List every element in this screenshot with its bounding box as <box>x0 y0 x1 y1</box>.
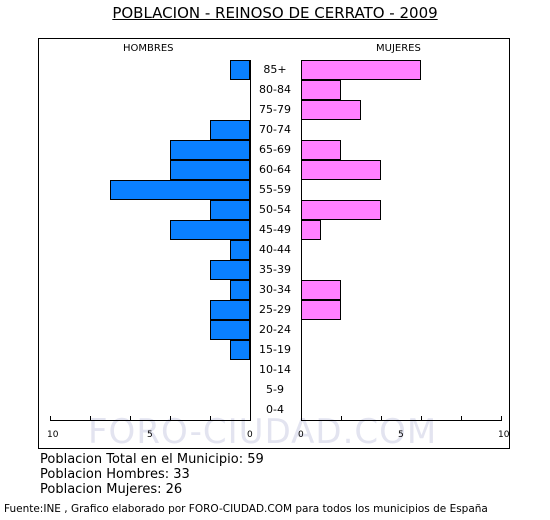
x-tick <box>130 416 131 421</box>
hombres-bar <box>210 200 250 220</box>
x-tick <box>210 416 211 421</box>
x-tick <box>90 416 91 421</box>
mujeres-label: MUJERES <box>376 43 421 54</box>
mujeres-bar <box>301 300 341 320</box>
watermark: FORO-CIUDAD.COM <box>88 412 438 452</box>
mujeres-bar <box>301 80 341 100</box>
age-label: 10-14 <box>259 363 291 376</box>
hombres-bar <box>110 180 250 200</box>
age-label: 60-64 <box>259 163 291 176</box>
stat-total: Poblacion Total en el Municipio: 59 <box>40 452 264 467</box>
mujeres-bar <box>301 220 321 240</box>
x-tick <box>301 416 302 421</box>
x-tick <box>250 416 251 421</box>
hombres-bar <box>170 220 250 240</box>
age-label: 30-34 <box>259 283 291 296</box>
age-label: 65-69 <box>259 143 291 156</box>
hombres-bar <box>210 300 250 320</box>
stat-hombres: Poblacion Hombres: 33 <box>40 467 190 482</box>
age-label: 75-79 <box>259 103 291 116</box>
x-tick <box>421 416 422 421</box>
age-label: 40-44 <box>259 243 291 256</box>
hombres-bar <box>230 340 250 360</box>
age-label: 55-59 <box>259 183 291 196</box>
age-label: 15-19 <box>259 343 291 356</box>
stat-mujeres: Poblacion Mujeres: 26 <box>40 482 183 497</box>
source-footer: Fuente:INE , Grafico elaborado por FORO-… <box>4 503 488 515</box>
age-label: 0-4 <box>266 403 284 416</box>
right-zero-line <box>301 60 302 420</box>
x-tick-label: 10 <box>47 430 59 440</box>
hombres-bar <box>170 160 250 180</box>
x-tick-label: 5 <box>147 430 153 440</box>
left-zero-line <box>250 60 251 420</box>
age-label: 45-49 <box>259 223 291 236</box>
age-label: 35-39 <box>259 263 291 276</box>
mujeres-bar <box>301 60 421 80</box>
x-tick <box>381 416 382 421</box>
x-tick <box>341 416 342 421</box>
hombres-bar <box>170 140 250 160</box>
stats-block: Poblacion Total en el Municipio: 59 Pobl… <box>40 452 264 497</box>
hombres-bar <box>210 320 250 340</box>
mujeres-bar <box>301 280 341 300</box>
mujeres-bar <box>301 160 381 180</box>
x-tick-label: 5 <box>398 430 404 440</box>
age-label: 80-84 <box>259 83 291 96</box>
x-tick <box>170 416 171 421</box>
age-label: 5-9 <box>266 383 284 396</box>
x-tick <box>50 416 51 421</box>
hombres-label: HOMBRES <box>123 43 174 54</box>
hombres-bar <box>230 280 250 300</box>
age-label: 20-24 <box>259 323 291 336</box>
x-tick <box>501 416 502 421</box>
hombres-bar <box>230 240 250 260</box>
hombres-bar <box>210 120 250 140</box>
chart-title: POBLACION - REINOSO DE CERRATO - 2009 <box>112 4 438 22</box>
x-tick-label: 0 <box>298 430 304 440</box>
mujeres-bar <box>301 200 381 220</box>
age-label: 25-29 <box>259 303 291 316</box>
mujeres-bar <box>301 100 361 120</box>
x-tick <box>461 416 462 421</box>
hombres-bar <box>230 60 250 80</box>
age-label: 70-74 <box>259 123 291 136</box>
x-tick-label: 0 <box>247 430 253 440</box>
hombres-bar <box>210 260 250 280</box>
chart-frame <box>38 38 510 449</box>
mujeres-bar <box>301 140 341 160</box>
right-x-axis <box>301 420 501 421</box>
left-x-axis <box>50 420 250 421</box>
x-tick-label: 10 <box>498 430 510 440</box>
age-label: 85+ <box>263 63 287 76</box>
age-label: 50-54 <box>259 203 291 216</box>
